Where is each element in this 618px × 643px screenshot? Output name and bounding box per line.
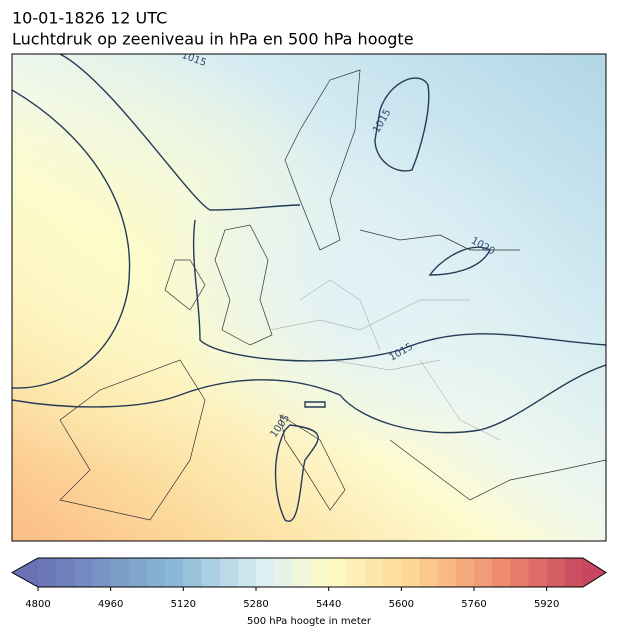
colorbar-tick-label: 4960 <box>98 599 123 610</box>
colorbar-swatch <box>437 558 457 587</box>
title: 10-01-1826 12 UTC <box>12 9 167 28</box>
colorbar-extend <box>583 558 606 587</box>
colorbar-swatch <box>237 558 257 587</box>
colorbar-tick-label: 5120 <box>171 599 196 610</box>
colorbar-swatch <box>346 558 366 587</box>
colorbar-swatch <box>510 558 529 587</box>
isobar <box>274 401 326 522</box>
colorbar-swatch <box>201 558 221 587</box>
country-border <box>269 279 501 441</box>
colorbar-tick-label: 5760 <box>461 599 486 610</box>
colorbar-swatch <box>310 558 330 587</box>
colorbar-swatch <box>128 558 148 587</box>
colorbar-swatch <box>183 558 202 587</box>
colorbar-swatch <box>38 558 57 587</box>
colorbar-swatch <box>492 558 511 587</box>
isobar <box>59 54 606 362</box>
colorbar-swatch <box>147 558 166 587</box>
colorbar-swatch <box>474 558 493 587</box>
colorbar-swatch <box>256 558 275 587</box>
subtitle: Luchtdruk op zeeniveau in hPa en 500 hPa… <box>12 30 414 49</box>
colorbar-swatch <box>383 558 402 587</box>
colorbar-swatch <box>528 558 548 587</box>
colorbar-swatch <box>110 558 130 587</box>
colorbar-swatch <box>74 558 93 587</box>
colorbar-swatch <box>564 558 584 587</box>
isobar <box>12 364 606 434</box>
isobar <box>12 89 131 389</box>
colorbar-tick-label: 5280 <box>243 599 268 610</box>
colorbar-swatch <box>92 558 112 587</box>
colorbar-extend <box>12 558 38 587</box>
colorbar-swatch <box>455 558 475 587</box>
colorbar-swatch <box>292 558 311 587</box>
isobar <box>428 246 491 276</box>
isobar <box>374 77 430 172</box>
map-frame <box>11 53 607 542</box>
colorbar-swatch <box>365 558 384 587</box>
colorbar-swatch <box>419 558 439 587</box>
height-field <box>12 54 606 541</box>
colorbar-swatch <box>274 558 293 587</box>
colorbar-swatch <box>165 558 184 587</box>
colorbar-tick-label: 5920 <box>534 599 559 610</box>
colorbar-tick-label: 4800 <box>25 599 50 610</box>
colorbar: 4800 4960 5120 5280 5440 5600 5760 5920 <box>10 557 607 610</box>
map: 1015 1015 1020 1015 1005 <box>12 54 606 541</box>
colorbar-swatch <box>328 558 348 587</box>
colorbar-tick-label: 5600 <box>389 599 414 610</box>
colorbar-swatch <box>546 558 566 587</box>
colorbar-swatch <box>219 558 239 587</box>
colorbar-label: 500 hPa hoogte in meter <box>247 616 372 627</box>
colorbar-swatch <box>401 558 420 587</box>
colorbar-swatch <box>56 558 75 587</box>
colorbar-tick-label: 5440 <box>316 599 341 610</box>
